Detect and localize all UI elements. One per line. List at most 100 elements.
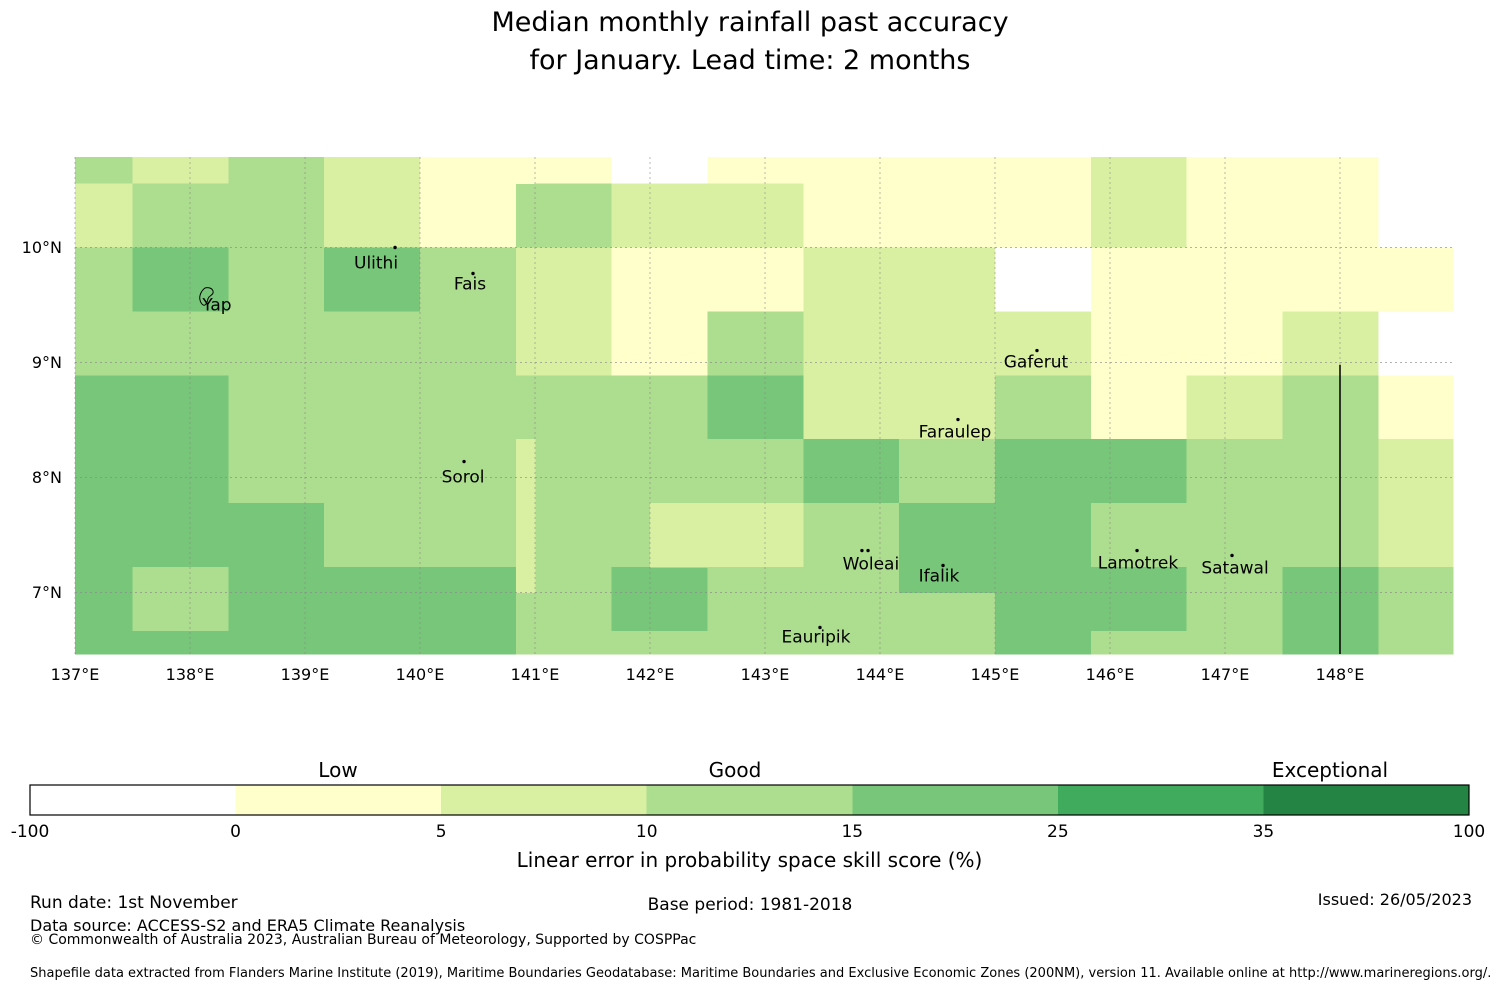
colorbar-segment <box>646 785 853 815</box>
map-cell <box>420 566 517 632</box>
map-cell <box>995 247 1092 312</box>
colorbar-tick-label: 10 <box>636 822 658 842</box>
x-axis-tick-label: 140°E <box>396 665 445 684</box>
map-cell <box>707 311 804 376</box>
map-cell <box>707 566 804 632</box>
map-cell <box>611 247 708 312</box>
map-cell <box>707 439 804 504</box>
x-axis-tick-label: 138°E <box>166 665 215 684</box>
island-label: Ulithi <box>354 254 398 274</box>
island-label: Yap <box>201 295 231 315</box>
map-cell <box>132 439 229 504</box>
map-cell <box>1090 311 1188 376</box>
map-cell <box>899 311 996 376</box>
map-cell <box>1282 183 1379 249</box>
chart-title-line2: for January. Lead time: 2 months <box>529 45 971 76</box>
map-cell <box>228 630 325 655</box>
map-cell <box>515 183 613 249</box>
x-axis-tick-label: 139°E <box>281 665 330 684</box>
island-marker-dot <box>866 548 870 553</box>
map-cell <box>324 157 421 185</box>
map-cell <box>515 439 536 594</box>
map-cell <box>324 183 421 249</box>
map-cell <box>803 183 900 249</box>
data-source-text: Data source: ACCESS-S2 and ERA5 Climate … <box>30 916 466 935</box>
x-axis-tick-label: 147°E <box>1201 665 1250 684</box>
map-cell <box>803 566 900 632</box>
colorbar-tick-label: 5 <box>436 822 447 842</box>
map-cell <box>1378 247 1454 312</box>
map-cell <box>707 503 804 568</box>
shapefile-footnote-text: Shapefile data extracted from Flanders M… <box>30 966 1492 981</box>
map-cell <box>75 183 133 249</box>
map-cell <box>899 566 996 594</box>
map-cell <box>228 311 325 376</box>
map-cell <box>899 630 996 655</box>
map-cell <box>132 183 229 249</box>
map-cell <box>1186 157 1283 185</box>
colorbar-segment <box>1263 785 1470 815</box>
colorbar-tick-label: 100 <box>1453 822 1485 842</box>
map-cell <box>611 375 708 440</box>
map-cell <box>611 439 708 504</box>
island-marker-dot <box>1230 553 1234 558</box>
map-cell <box>1282 630 1379 655</box>
map-cell <box>420 157 517 185</box>
y-axis-tick-label: 8°N <box>32 468 62 487</box>
x-axis-tick-label: 146°E <box>1086 665 1135 684</box>
map-cell <box>803 503 900 568</box>
rainfall-accuracy-heatmap: Yap Ulithi Fais Sorol Gaferut Faraulep Woleai I… <box>11 157 1485 872</box>
chart-title-line1: Median monthly rainfall past accuracy <box>491 7 1009 38</box>
island-coastline <box>199 287 214 306</box>
map-cell <box>132 503 229 568</box>
map-cell <box>1378 375 1454 440</box>
map-cell <box>324 247 421 312</box>
map-cell <box>132 157 229 185</box>
map-cell <box>707 183 804 249</box>
map-cell <box>420 311 517 376</box>
map-cell <box>132 311 229 376</box>
map-cell <box>707 375 804 440</box>
map-cell <box>1186 566 1283 632</box>
colorbar-tick-label: -100 <box>11 822 50 842</box>
map-cell <box>1090 630 1188 655</box>
map-cell <box>75 157 133 185</box>
map-cell <box>707 630 804 655</box>
colorbar-segment <box>1057 785 1264 815</box>
colorbar-axis-title: Linear error in probability space skill … <box>517 848 983 872</box>
map-cell <box>1378 630 1454 655</box>
map-cell <box>1186 630 1283 655</box>
map-cell <box>324 630 421 655</box>
base-period-text: Base period: 1981-2018 <box>647 895 853 915</box>
map-cell <box>707 157 804 185</box>
map-cell <box>803 247 900 312</box>
island-label: Faraulep <box>919 423 992 443</box>
colorbar-tick-label: 15 <box>841 822 863 842</box>
map-cell <box>420 439 517 504</box>
map-cell <box>803 439 900 504</box>
map-cell <box>132 566 229 632</box>
map-cell <box>899 157 996 185</box>
colorbar-segment <box>235 785 442 815</box>
map-cell <box>1282 503 1379 568</box>
map-cell <box>75 566 133 632</box>
y-axis-tick-label: 10°N <box>22 238 62 257</box>
island-marker-dot <box>471 271 475 276</box>
island-marker-dot <box>1135 548 1139 553</box>
map-cell <box>899 503 996 568</box>
island-label: Sorol <box>442 468 485 488</box>
colorbar-tick-label: 25 <box>1047 822 1069 842</box>
map-cell <box>803 311 900 376</box>
map-cell <box>324 375 421 440</box>
island-label: Woleai <box>843 555 900 575</box>
map-cell <box>420 375 517 440</box>
colorbar-zone-label: Exceptional <box>1272 758 1388 782</box>
map-cell <box>1186 503 1283 568</box>
map-cell <box>995 630 1092 655</box>
map-cell <box>995 439 1092 504</box>
map-cell <box>1378 311 1454 376</box>
map-cell <box>75 503 133 568</box>
map-cell <box>1090 183 1188 249</box>
island-label: Lamotrek <box>1098 554 1179 574</box>
